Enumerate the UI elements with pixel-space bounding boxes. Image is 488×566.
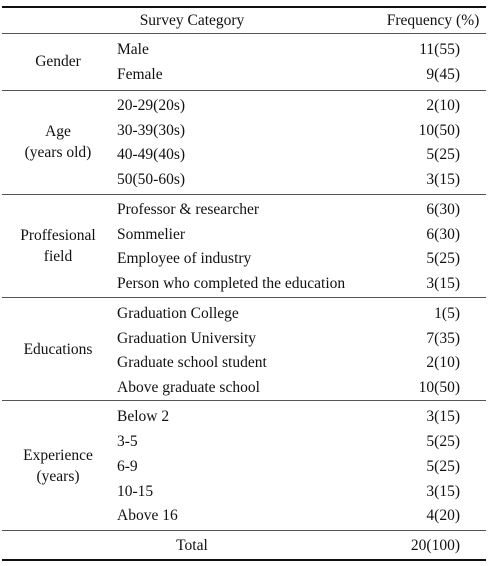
table-top-rule [2, 6, 486, 8]
table-row-item: 30-39(30s) [117, 122, 186, 139]
group-divider-age [2, 194, 486, 195]
table-row-item: Male [117, 41, 149, 58]
table-row-value: 5(25) [426, 146, 460, 163]
table-row-value: 6(30) [426, 201, 460, 218]
table-row-item: Below 2 [117, 408, 170, 425]
table-row-item: Professor & researcher [117, 201, 260, 218]
total-label: Total [176, 537, 208, 554]
group-divider-experience [2, 530, 486, 531]
table-row-item: Graduation University [117, 330, 257, 347]
table-row-item: 20-29(20s) [117, 97, 186, 114]
table-row-item: 50(50-60s) [117, 171, 186, 188]
table-row-item: Above 16 [117, 507, 178, 524]
header-divider [2, 33, 486, 34]
table-row-item: Female [117, 66, 163, 83]
group-divider-gender [2, 90, 486, 91]
table-row-value: 2(10) [426, 354, 460, 371]
table-row-value: 3(15) [426, 275, 460, 292]
table-row-item: 10-15 [117, 483, 154, 500]
group-label-age-line2: (years old) [24, 144, 92, 161]
table-row-item: Graduation College [117, 305, 239, 322]
table-row-item: Employee of industry [117, 250, 252, 267]
table-row-item: 40-49(40s) [117, 146, 186, 163]
table-row-value: 5(25) [426, 433, 460, 450]
group-label-experience-line1: Experience [23, 447, 93, 464]
group-label-field-line1: Proffesional [20, 227, 96, 244]
table-row-item: 6-9 [117, 458, 138, 475]
group-label-educations: Educations [23, 341, 93, 358]
table-row-value: 9(45) [426, 66, 460, 83]
table-row-value: 11(55) [419, 41, 460, 58]
table-row-item: Graduate school student [117, 354, 267, 371]
group-label-field-line2: field [43, 248, 73, 265]
header-frequency: Frequency (%) [386, 12, 480, 29]
table-row-value: 3(15) [426, 483, 460, 500]
table-row-value: 7(35) [426, 330, 460, 347]
table-row-item: Above graduate school [117, 379, 260, 396]
table-row-item: Person who completed the education [117, 275, 346, 292]
table-row-value: 10(50) [418, 122, 460, 139]
group-divider-education [2, 400, 486, 401]
group-label-experience-line2: (years) [36, 468, 80, 485]
table-row-item: 3-5 [117, 433, 138, 450]
table-row-item: Sommelier [117, 226, 186, 243]
header-category: Survey Category [139, 12, 245, 29]
table-bottom-rule [2, 559, 486, 561]
group-label-gender: Gender [35, 53, 81, 70]
table-row-value: 6(30) [426, 226, 460, 243]
total-value: 20(100) [410, 537, 460, 554]
table-row-value: 3(15) [426, 171, 460, 188]
group-label-age-line1: Age [45, 123, 71, 140]
table-row-value: 10(50) [418, 379, 460, 396]
table-row-value: 2(10) [426, 97, 460, 114]
table-row-value: 1(5) [434, 305, 460, 322]
table-row-value: 5(25) [426, 250, 460, 267]
table-row-value: 5(25) [426, 458, 460, 475]
table-row-value: 3(15) [426, 408, 460, 425]
group-divider-field [2, 297, 486, 298]
table-row-value: 4(20) [426, 507, 460, 524]
